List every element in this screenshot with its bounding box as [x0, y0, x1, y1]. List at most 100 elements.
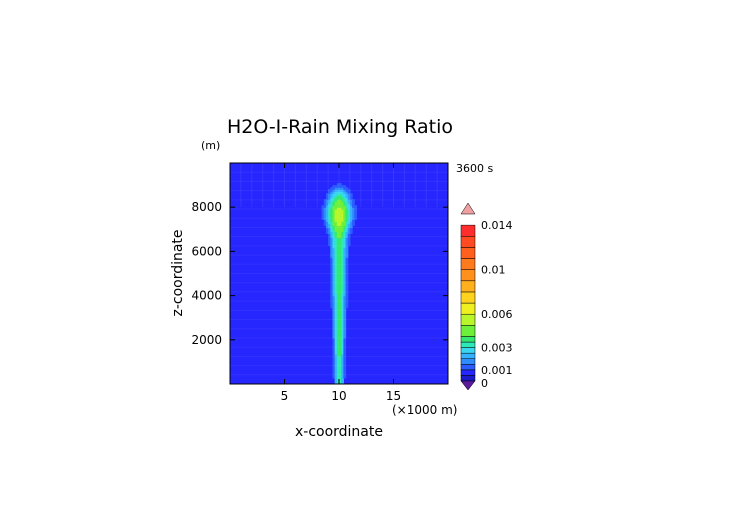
field-cell [339, 333, 342, 337]
field-cell [343, 359, 347, 363]
field-cell [321, 217, 325, 220]
field-cell [330, 213, 334, 216]
field-cell [330, 195, 334, 198]
field-cell [349, 193, 353, 196]
field-cell [339, 365, 342, 369]
field-cell [334, 211, 338, 214]
field-cell [336, 241, 340, 244]
y-axis-title: z-coordinate [170, 229, 186, 316]
field-cell [345, 253, 349, 257]
field-cell [325, 231, 329, 234]
field-cell [334, 341, 338, 345]
field-cell [343, 243, 347, 246]
field-cell [352, 211, 355, 214]
field-cell [336, 185, 340, 188]
field-cell [332, 283, 336, 287]
field-cell [343, 215, 347, 218]
field-cell [343, 265, 347, 269]
field-cell [343, 185, 347, 188]
field-cell [328, 223, 331, 226]
field-cell [343, 235, 347, 238]
field-cell [334, 189, 338, 192]
field-cell [343, 301, 347, 305]
field-cell [339, 233, 342, 236]
field-cell [325, 195, 329, 198]
field-cell [332, 355, 336, 359]
field-cell [339, 249, 342, 252]
field-cell [349, 215, 353, 218]
field-cell [339, 219, 342, 222]
field-cell [336, 339, 340, 343]
field-cell [330, 289, 334, 293]
field-cell [339, 341, 342, 345]
field-cell [345, 239, 349, 242]
field-cell [347, 231, 351, 234]
field-cell [336, 313, 340, 317]
colorbar-swatch [460, 375, 476, 382]
field-cell [341, 327, 344, 331]
field-cell [334, 275, 338, 279]
field-cell [339, 205, 342, 208]
field-cell [343, 283, 347, 287]
field-cell [343, 199, 347, 202]
field-cell [354, 205, 358, 208]
field-cell [325, 201, 329, 204]
field-cell [339, 363, 342, 367]
field-cell [328, 229, 331, 232]
field-cell [332, 213, 336, 216]
field-cell [332, 305, 336, 309]
field-cell [332, 297, 336, 301]
field-cell [343, 211, 347, 214]
field-cell [330, 261, 334, 265]
field-cell [341, 365, 344, 369]
field-cell [334, 233, 338, 236]
field-cell [339, 279, 342, 283]
field-cell [336, 289, 340, 293]
field-cell [339, 315, 342, 319]
field-cell [339, 361, 342, 365]
field-cell [336, 275, 340, 279]
field-cell [347, 199, 351, 202]
field-cell [345, 293, 349, 297]
field-cell [349, 225, 353, 228]
field-cell [347, 237, 351, 240]
field-cell [339, 223, 342, 226]
field-cell [341, 341, 344, 345]
field-cell [334, 199, 338, 202]
field-cell [343, 351, 347, 355]
field-cell [347, 227, 351, 230]
field-cell [328, 241, 331, 244]
field-cell [336, 281, 340, 285]
field-cell [336, 375, 340, 379]
field-cell [345, 235, 349, 238]
field-cell [330, 187, 334, 190]
field-cell [345, 195, 349, 198]
field-cell [349, 207, 353, 210]
field-cell [330, 255, 334, 259]
field-cell [343, 305, 347, 309]
field-cell [343, 319, 347, 323]
field-cell [352, 199, 355, 202]
field-cell [336, 195, 340, 198]
field-cell [345, 287, 349, 291]
field-cell [330, 279, 334, 283]
field-cell [352, 205, 355, 208]
field-cell [336, 227, 340, 230]
field-cell [341, 337, 344, 341]
field-cell [332, 271, 336, 275]
field-cell [341, 245, 344, 248]
colorbar-swatch [460, 224, 476, 237]
field-cell [347, 213, 351, 216]
field-cell [343, 263, 347, 267]
field-cell [341, 217, 344, 220]
field-cell [328, 193, 331, 196]
field-cell [336, 229, 340, 232]
field-cell [343, 355, 347, 359]
field-cell [339, 251, 342, 255]
field-cell [334, 337, 338, 341]
field-cell [341, 377, 344, 381]
field-cell [323, 217, 327, 220]
field-cell [332, 269, 336, 273]
field-cell [323, 203, 327, 206]
field-cell [334, 209, 338, 212]
